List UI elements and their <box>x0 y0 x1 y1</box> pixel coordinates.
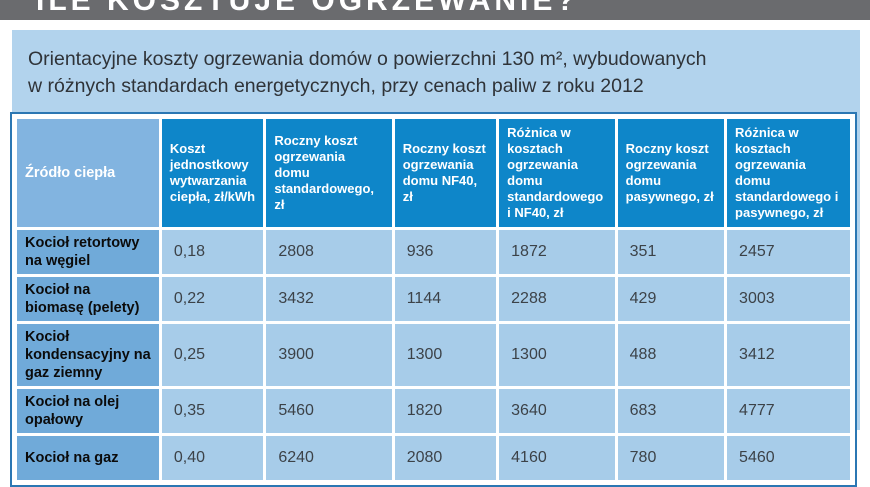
intro-text: Orientacyjne koszty ogrzewania domów o p… <box>28 46 846 100</box>
value-cell: 6240 <box>266 436 392 480</box>
value-cell: 1144 <box>394 277 497 321</box>
value-cell: 1872 <box>499 230 615 274</box>
intro-panel: Orientacyjne koszty ogrzewania domów o p… <box>10 30 860 487</box>
row-label: Kocioł na olej opałowy <box>17 389 159 433</box>
header-row: Źródło ciepła Koszt jednostkowy wytwarza… <box>17 119 850 227</box>
value-cell: 0,22 <box>161 277 264 321</box>
table-row: Kocioł kondensacyjny na gaz ziemny 0,25 … <box>17 324 850 386</box>
value-cell: 683 <box>617 389 725 433</box>
value-cell: 2457 <box>727 230 850 274</box>
page-title: ILE KOSZTUJE OGRZEWANIE? <box>36 0 579 17</box>
value-cell: 3412 <box>727 324 850 386</box>
intro-text-line1: Orientacyjne koszty ogrzewania domów o p… <box>28 48 707 70</box>
value-cell: 4777 <box>727 389 850 433</box>
value-cell: 936 <box>394 230 497 274</box>
value-cell: 351 <box>617 230 725 274</box>
value-cell: 5460 <box>727 436 850 480</box>
value-cell: 2808 <box>266 230 392 274</box>
table-row: Kocioł retortowy na węgiel 0,18 2808 936… <box>17 230 850 274</box>
value-cell: 780 <box>617 436 725 480</box>
column-header-diff-passive: Różnica w kosztach ogrzewania domu stand… <box>727 119 850 227</box>
value-cell: 0,35 <box>161 389 264 433</box>
table-row: Kocioł na biomasę (pelety) 0,22 3432 114… <box>17 277 850 321</box>
row-label: Kocioł na biomasę (pelety) <box>17 277 159 321</box>
value-cell: 4160 <box>499 436 615 480</box>
value-cell: 1300 <box>499 324 615 386</box>
row-label: Kocioł na gaz <box>17 436 159 480</box>
top-title-bar: ILE KOSZTUJE OGRZEWANIE? <box>0 0 870 20</box>
value-cell: 2288 <box>499 277 615 321</box>
heating-costs-table: Źródło ciepła Koszt jednostkowy wytwarza… <box>14 116 853 483</box>
column-header-nf40-cost: Roczny koszt ogrzewania domu NF40, zł <box>394 119 497 227</box>
value-cell: 1820 <box>394 389 497 433</box>
value-cell: 2080 <box>394 436 497 480</box>
value-cell: 1300 <box>394 324 497 386</box>
value-cell: 0,25 <box>161 324 264 386</box>
value-cell: 488 <box>617 324 725 386</box>
column-header-heat-source: Źródło ciepła <box>17 119 159 227</box>
value-cell: 5460 <box>266 389 392 433</box>
value-cell: 0,40 <box>161 436 264 480</box>
value-cell: 3003 <box>727 277 850 321</box>
value-cell: 0,18 <box>161 230 264 274</box>
value-cell: 3900 <box>266 324 392 386</box>
table-row: Kocioł na gaz 0,40 6240 2080 4160 780 54… <box>17 436 850 480</box>
intro-text-line2: w różnych standardach energetycznych, pr… <box>28 75 644 97</box>
column-header-passive-cost: Roczny koszt ogrzewania domu pasywnego, … <box>617 119 725 227</box>
value-cell: 3432 <box>266 277 392 321</box>
table-row: Kocioł na olej opałowy 0,35 5460 1820 36… <box>17 389 850 433</box>
value-cell: 429 <box>617 277 725 321</box>
column-header-diff-nf40: Różnica w kosztach ogrzewania domu stand… <box>499 119 615 227</box>
row-label: Kocioł retortowy na węgiel <box>17 230 159 274</box>
value-cell: 3640 <box>499 389 615 433</box>
column-header-unit-cost: Koszt jednostkowy wytwarzania ciepła, zł… <box>161 119 264 227</box>
row-label: Kocioł kondensacyjny na gaz ziemny <box>17 324 159 386</box>
column-header-standard-cost: Roczny koszt ogrzewania domu standardowe… <box>266 119 392 227</box>
heating-costs-table-frame: Źródło ciepła Koszt jednostkowy wytwarza… <box>10 112 857 487</box>
